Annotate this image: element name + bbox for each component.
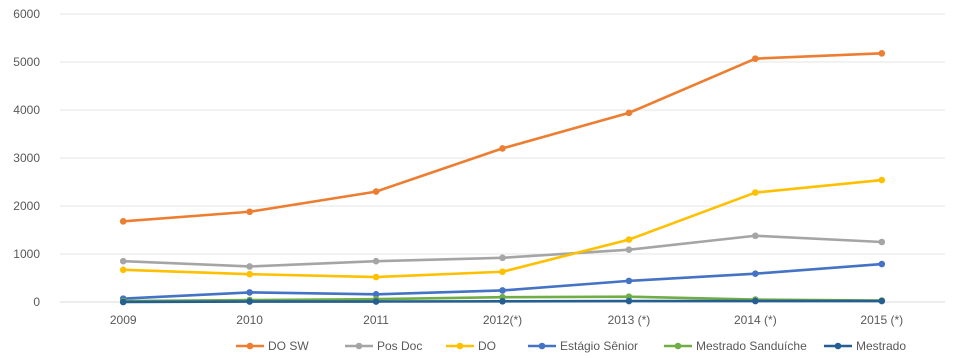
data-point <box>878 238 886 246</box>
data-point <box>625 109 633 117</box>
data-point <box>499 287 506 294</box>
series-mestrado <box>119 297 886 306</box>
data-point <box>246 263 253 270</box>
data-point <box>499 145 506 152</box>
data-point <box>246 298 253 305</box>
data-point <box>499 254 506 262</box>
data-point <box>119 266 127 274</box>
data-point <box>119 257 127 265</box>
data-point <box>878 176 886 184</box>
x-tick-label: 2014 (*) <box>734 313 777 327</box>
legend-item: Mestrado Sanduíche <box>664 339 807 353</box>
legend-marker <box>246 342 254 350</box>
legend-item: Pos Doc <box>345 339 422 353</box>
data-point <box>625 236 633 243</box>
series-line <box>121 52 884 223</box>
legend-label: Estágio Sênior <box>560 339 638 353</box>
legend-marker <box>834 342 842 350</box>
x-tick-label: 2012(*) <box>483 313 522 327</box>
legend-label: DO SW <box>268 339 309 353</box>
data-point <box>372 257 380 265</box>
data-point <box>625 277 633 285</box>
legend-label: Pos Doc <box>377 339 422 353</box>
x-tick-label: 2015 (*) <box>860 313 903 327</box>
data-point <box>246 208 253 216</box>
data-point <box>499 297 506 305</box>
series-do-sw <box>119 50 886 225</box>
data-point <box>752 232 759 240</box>
legend-marker <box>674 342 682 350</box>
legend-marker <box>355 342 363 350</box>
data-point <box>372 291 380 298</box>
data-point <box>878 297 886 305</box>
data-point <box>499 268 506 276</box>
legend-label: Mestrado <box>856 339 906 353</box>
y-tick-label: 6000 <box>13 7 40 21</box>
x-axis: 2009 2010 2011 2012(*) 2013 (*) 2014 (*) 2015 … <box>110 313 903 327</box>
series-group <box>119 50 886 306</box>
data-point <box>625 246 633 253</box>
data-point <box>119 218 127 225</box>
legend-marker <box>538 342 546 350</box>
data-point <box>372 298 380 305</box>
data-point <box>372 188 380 195</box>
series-line <box>121 234 884 268</box>
legend-item: DO <box>446 339 496 353</box>
legend-label: DO <box>478 339 496 353</box>
x-tick-label: 2010 <box>236 313 263 327</box>
gridlines <box>60 13 945 303</box>
data-point <box>752 189 759 196</box>
y-tick-label: 0 <box>33 295 40 309</box>
x-tick-label: 2011 <box>363 313 389 327</box>
legend: DO SW Pos Doc DO Estágio Sênior Mestrado San… <box>236 339 906 353</box>
y-tick-label: 4000 <box>13 103 40 117</box>
data-point <box>372 273 380 281</box>
y-axis: 0 1000 2000 3000 4000 5000 6000 <box>13 7 40 309</box>
y-tick-label: 3000 <box>13 151 40 165</box>
data-point <box>752 270 759 277</box>
legend-item: Mestrado <box>824 339 906 353</box>
data-point <box>752 297 759 305</box>
series-pos-doc <box>119 232 886 270</box>
data-point <box>878 260 886 268</box>
legend-item: DO SW <box>236 339 309 353</box>
data-point <box>119 298 127 306</box>
data-point <box>752 55 759 62</box>
y-tick-label: 5000 <box>13 55 40 69</box>
legend-label: Mestrado Sanduíche <box>696 339 807 353</box>
data-point <box>246 289 253 296</box>
legend-marker <box>456 342 464 350</box>
y-tick-label: 2000 <box>13 199 40 213</box>
legend-item: Estágio Sênior <box>528 339 638 353</box>
series-do <box>119 176 886 281</box>
y-tick-label: 1000 <box>13 247 40 261</box>
x-tick-label: 2013 (*) <box>608 313 651 327</box>
data-point <box>878 50 886 57</box>
x-tick-label: 2009 <box>110 313 137 327</box>
series-line <box>121 178 884 279</box>
data-point <box>246 270 253 278</box>
data-point <box>625 297 633 305</box>
